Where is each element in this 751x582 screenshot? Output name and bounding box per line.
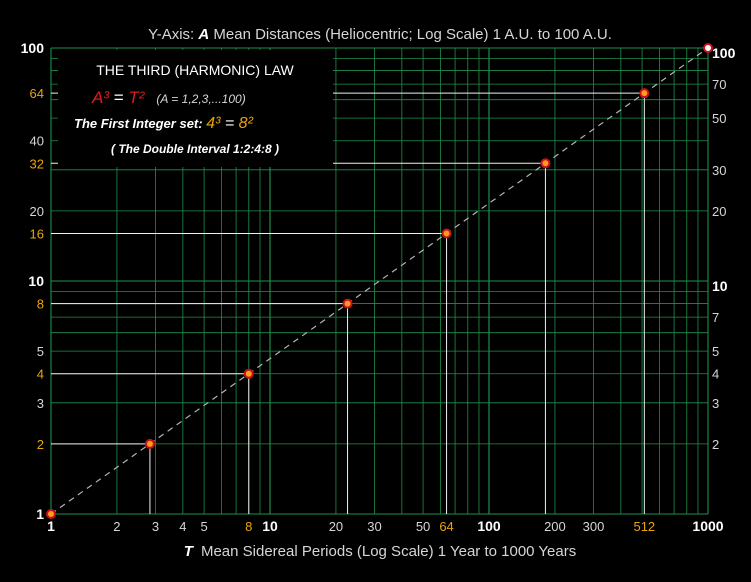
data-point [639, 88, 650, 99]
legend-interval: ( The Double Interval 1:2:4:8 ) [111, 142, 279, 156]
legend-integer-set: The First Integer set: 4³ = 8² [74, 115, 254, 132]
y-tick-label-right: 50 [712, 111, 726, 126]
y-tick-label-right: 7 [712, 310, 719, 325]
x-tick-label: 3 [152, 519, 159, 534]
legend-heading: THE THIRD (HARMONIC) LAW [96, 62, 294, 78]
y-tick-label-right: 100 [712, 45, 736, 61]
x-tick-label: 30 [367, 519, 381, 534]
legend-formula: A³ = T² (A = 1,2,3,...100) [91, 88, 246, 107]
y-tick-label-left: 5 [37, 344, 44, 359]
y-tick-label-right: 4 [712, 367, 719, 382]
y-tick-label-left: 32 [30, 156, 44, 171]
y-tick-label-right: 30 [712, 163, 726, 178]
y-tick-label-right: 10 [712, 278, 728, 294]
x-tick-label: 10 [262, 518, 278, 534]
x-tick-labels: 1 10 100 1000 2 3 4 5 20 30 50 200 300 8 64 512 [47, 518, 724, 534]
x-axis-label: T Mean Sidereal Periods (Log Scale) 1 Yea… [184, 543, 576, 560]
x-tick-label: 200 [544, 519, 566, 534]
y-tick-label-left: 16 [30, 226, 44, 241]
y-tick-label-left: 40 [30, 134, 44, 149]
data-point [441, 228, 452, 239]
x-tick-label: 5 [200, 519, 207, 534]
data-point [540, 158, 551, 169]
harmonic-law-line [50, 47, 709, 515]
data-point [703, 43, 713, 53]
y-tick-label-right: 5 [712, 344, 719, 359]
y-tick-labels-right: 100 10 70 50 30 20 7 5 4 3 2 [712, 45, 736, 452]
data-point [342, 298, 353, 309]
x-tick-label: 1000 [692, 518, 723, 534]
x-tick-label: 2 [113, 519, 120, 534]
x-tick-label: 20 [329, 519, 343, 534]
y-tick-label-right: 20 [712, 204, 726, 219]
y-tick-label-left: 100 [21, 40, 45, 56]
y-tick-label-left: 8 [37, 297, 44, 312]
y-tick-label-left: 10 [28, 273, 44, 289]
y-tick-label-left: 20 [30, 204, 44, 219]
data-point [243, 368, 254, 379]
dashed-diagonal [50, 47, 709, 515]
y-tick-labels-left: 100 10 1 40 20 5 3 64 32 16 8 4 2 [21, 40, 45, 522]
x-tick-label: 8 [245, 519, 252, 534]
chart-title: Y-Axis: A Mean Distances (Heliocentric; … [148, 26, 612, 43]
y-tick-label-left: 64 [30, 86, 44, 101]
data-point [46, 509, 56, 519]
data-point [144, 438, 155, 449]
y-tick-label-right: 3 [712, 396, 719, 411]
x-tick-label: 64 [439, 519, 453, 534]
x-tick-label: 1 [47, 518, 55, 534]
y-tick-label-right: 70 [712, 77, 726, 92]
x-tick-label: 4 [179, 519, 186, 534]
y-tick-label-left: 2 [37, 437, 44, 452]
y-tick-label-left: 1 [36, 506, 44, 522]
data-points [46, 43, 713, 519]
y-tick-label-left: 4 [37, 367, 44, 382]
y-tick-label-left: 3 [37, 396, 44, 411]
legend-box: THE THIRD (HARMONIC) LAW A³ = T² (A = 1,2… [58, 50, 333, 167]
x-tick-label: 100 [477, 518, 501, 534]
x-tick-label: 50 [416, 519, 430, 534]
y-tick-label-right: 2 [712, 437, 719, 452]
x-tick-label: 300 [583, 519, 605, 534]
x-tick-label: 512 [633, 519, 655, 534]
